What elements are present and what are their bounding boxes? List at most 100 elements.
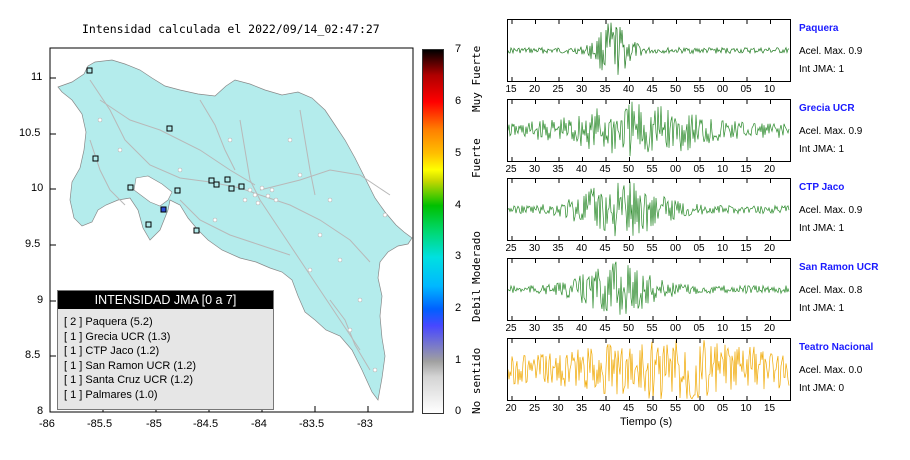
time-tick-label: 55 [646,164,658,175]
costa-rica-landmass [57,59,413,401]
legend-title: INTENSIDAD JMA [0 a 7] [58,291,273,309]
time-tick-label: 30 [575,84,588,95]
colorbar-number: 6 [454,95,462,107]
legend-item: [ 1 ] Palmares (1.0) [64,388,158,401]
time-tick-label: 00 [669,243,682,254]
time-tick-label: 35 [552,243,564,254]
time-tick-label: 10 [716,323,729,334]
time-tick-label: 05 [693,164,705,175]
time-tick-label: 15 [740,164,752,175]
trace-time-ticks: 25 30 35 40 45 50 55 00 05 10 15 20 [505,164,789,176]
waveform-line [508,181,790,237]
legend-item: [ 1 ] CTP Jaco (1.2) [64,345,160,357]
colorbar-label-moderado: Moderado [470,231,483,284]
legend-item: [ 1 ] San Ramon UCR (1.2) [64,359,197,372]
map-title: Intensidad calculada el 2022/09/14_02:47… [82,22,380,36]
time-tick-label: 50 [669,84,682,95]
waveform-line [508,22,790,75]
time-tick-label: 35 [552,164,564,175]
time-tick-label: 10 [716,164,729,175]
time-tick-label: 00 [693,403,705,414]
time-tick-label: 35 [552,323,564,334]
time-tick-label: 25 [552,84,564,95]
time-tick-label: 00 [669,164,682,175]
seismogram-trace [507,99,791,162]
seismogram-trace [507,19,791,82]
colorbar-label-fuerte: Fuerte [470,138,483,178]
seismogram-trace [507,258,791,321]
time-tick-label: 55 [646,323,658,334]
colorbar-number: 2 [454,302,462,314]
lat-tick: 11 [31,71,43,83]
trace-time-ticks: 20 25 30 35 40 45 50 55 00 05 10 15 [505,403,789,415]
station-jma-intensity: Int JMA: 1 [799,303,845,314]
colorbar-label-debil: Debil [470,288,483,322]
time-tick-label: 20 [763,323,776,334]
time-tick-label: 15 [505,84,517,95]
waveform-line [508,261,790,315]
time-axis-label: Tiempo (s) [620,416,673,428]
time-tick-label: 05 [693,323,705,334]
time-tick-label: 30 [528,164,541,175]
time-tick-label: 35 [599,84,611,95]
colorbar-label-no-sentido: No sentido [470,347,483,414]
colorbar-label-muy-fuerte: Muy Fuerte [470,45,483,112]
time-tick-label: 15 [740,243,752,254]
lat-tick: 10 [31,182,44,194]
time-tick-label: 40 [575,323,588,334]
colorbar-number: 5 [454,147,462,159]
colorbar-number: 1 [454,354,462,366]
lon-tick: -85.5 [87,418,113,430]
time-tick-label: 30 [528,323,541,334]
station-max-accel: Acel. Max. 0.0 [799,365,863,376]
time-tick-label: 00 [716,84,729,95]
legend-item: [ 1 ] Grecia UCR (1.3) [64,330,171,343]
colorbar-number: 0 [454,405,462,417]
time-tick-label: 55 [669,403,682,414]
time-tick-label: 40 [575,164,588,175]
time-tick-label: 50 [646,403,658,414]
station-name: Teatro Nacional [799,342,874,353]
lon-tick: -83 [357,418,373,430]
station-max-accel: Acel. Max. 0.8 [799,285,863,296]
station-jma-intensity: Int JMA: 1 [799,223,845,234]
time-tick-label: 25 [505,243,517,254]
station-jma-intensity: Int JMA: 1 [799,64,845,75]
time-tick-label: 45 [599,164,611,175]
time-tick-label: 10 [763,84,776,95]
station-name: Paquera [799,23,839,34]
time-tick-label: 25 [505,164,517,175]
lat-tick: 10.5 [19,127,41,139]
trace-time-ticks: 25 30 35 40 45 50 55 00 05 10 15 20 [505,243,789,255]
time-tick-label: 50 [622,164,635,175]
colorbar-number: 7 [454,43,462,55]
time-tick-label: 30 [528,243,541,254]
station-max-accel: Acel. Max. 0.9 [799,126,863,137]
time-tick-label: 55 [693,84,705,95]
seismogram-trace [507,178,791,241]
time-tick-label: 40 [622,84,635,95]
time-tick-label: 40 [575,243,588,254]
lon-tick: -85 [146,418,162,430]
paquera-marker [160,206,167,213]
colorbar-number: 4 [454,199,462,211]
time-tick-label: 50 [622,323,635,334]
time-tick-label: 05 [716,403,729,414]
time-tick-label: 15 [763,403,776,414]
time-tick-label: 00 [669,323,682,334]
station-jma-intensity: Int JMA: 0 [799,383,845,394]
station-max-accel: Acel. Max. 0.9 [799,205,863,216]
time-tick-label: 40 [599,403,611,414]
legend-list: [ 2 ] Paquera (5.2) [ 1 ] Grecia UCR (1.… [64,315,273,402]
time-tick-label: 45 [599,323,611,334]
time-tick-label: 10 [716,243,729,254]
time-tick-label: 15 [740,323,752,334]
intensity-legend: INTENSIDAD JMA [0 a 7] [ 2 ] Paquera (5.… [57,290,274,410]
seismogram-trace [507,338,791,401]
lat-tick: 8.5 [25,349,41,361]
waveform-line [508,340,790,400]
lon-tick: -84 [251,418,267,430]
time-tick-label: 20 [505,403,517,414]
legend-item: [ 1 ] Santa Cruz UCR (1.2) [64,374,193,386]
